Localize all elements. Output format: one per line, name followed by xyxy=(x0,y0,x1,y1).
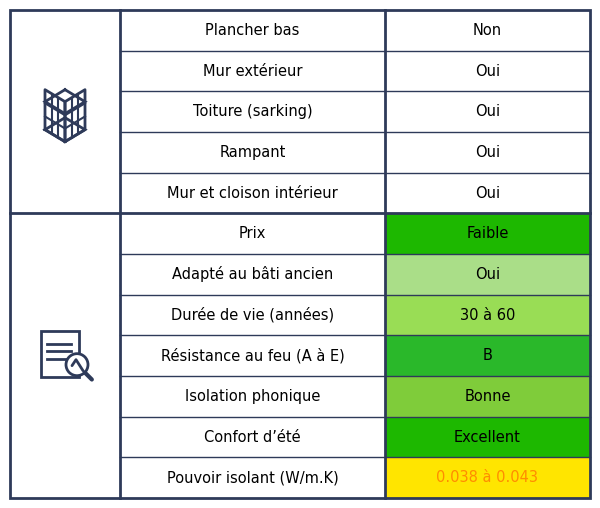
Text: Plancher bas: Plancher bas xyxy=(205,23,299,38)
Text: Excellent: Excellent xyxy=(454,429,521,444)
Text: Faible: Faible xyxy=(466,226,509,241)
Text: Prix: Prix xyxy=(239,226,266,241)
Text: 0.038 à 0.043: 0.038 à 0.043 xyxy=(437,470,539,485)
Bar xyxy=(385,417,590,457)
Bar xyxy=(385,457,590,498)
Text: Oui: Oui xyxy=(475,145,500,160)
Bar xyxy=(385,376,590,417)
Polygon shape xyxy=(45,90,85,114)
Text: Rampant: Rampant xyxy=(220,145,286,160)
Text: Résistance au feu (A à E): Résistance au feu (A à E) xyxy=(161,348,344,363)
Polygon shape xyxy=(65,90,85,142)
Bar xyxy=(385,213,590,254)
Text: Adapté au bâti ancien: Adapté au bâti ancien xyxy=(172,266,333,282)
Text: Isolation phonique: Isolation phonique xyxy=(185,389,320,404)
Text: Non: Non xyxy=(473,23,502,38)
Text: Durée de vie (années): Durée de vie (années) xyxy=(171,307,334,323)
Bar xyxy=(41,331,79,376)
Text: Confort d’été: Confort d’été xyxy=(204,429,301,444)
Bar xyxy=(385,335,590,376)
Text: Pouvoir isolant (W/m.K): Pouvoir isolant (W/m.K) xyxy=(167,470,338,485)
Bar xyxy=(385,295,590,335)
Text: B: B xyxy=(482,348,493,363)
Polygon shape xyxy=(45,90,65,142)
Text: Oui: Oui xyxy=(475,185,500,201)
Text: Oui: Oui xyxy=(475,64,500,79)
Bar xyxy=(385,254,590,295)
Text: Mur et cloison intérieur: Mur et cloison intérieur xyxy=(167,185,338,201)
Text: 30 à 60: 30 à 60 xyxy=(460,307,515,323)
Polygon shape xyxy=(45,118,85,142)
Text: Oui: Oui xyxy=(475,267,500,282)
Text: Oui: Oui xyxy=(475,104,500,119)
Text: Bonne: Bonne xyxy=(464,389,511,404)
Circle shape xyxy=(66,354,88,376)
Text: Mur extérieur: Mur extérieur xyxy=(203,64,302,79)
Text: Toiture (sarking): Toiture (sarking) xyxy=(193,104,313,119)
